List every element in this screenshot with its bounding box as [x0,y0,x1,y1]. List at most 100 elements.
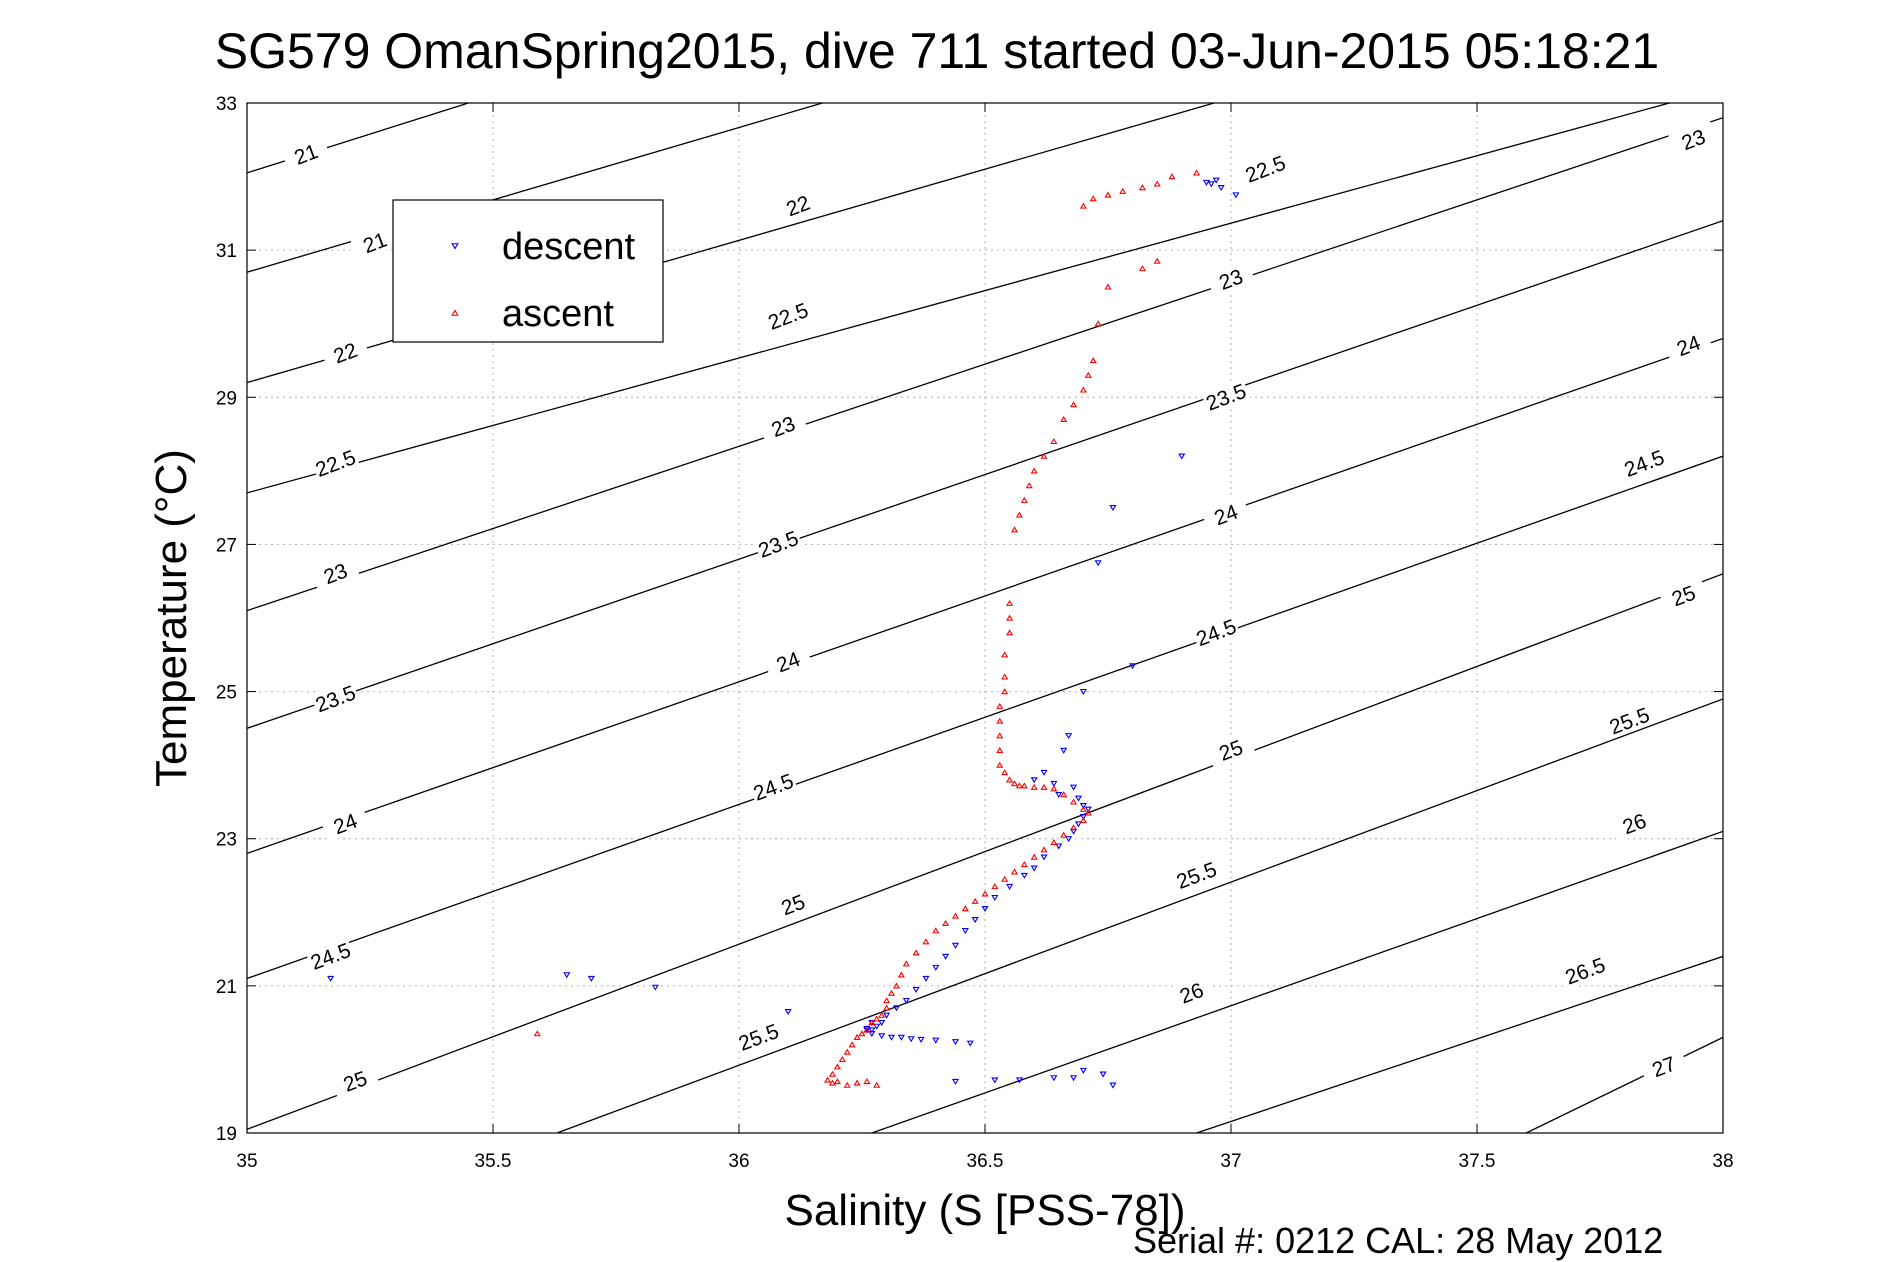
ascent-point [1006,776,1014,783]
contour-label-bg [310,443,361,482]
descent-point [991,894,999,901]
descent-point [1094,560,1102,567]
ascent-point [1006,614,1014,621]
contour-label-bg [763,642,813,681]
descent-point [1065,836,1073,843]
ascent-point [996,717,1004,724]
descent-point [1232,192,1240,199]
descent-point [951,1078,960,1085]
ascent-point [922,938,930,945]
ascent-point [868,1019,876,1026]
descent-point [1217,184,1225,192]
contour-label-bg [320,804,370,843]
ascent-point [883,1004,891,1011]
descent-point [1015,1077,1024,1084]
ascent-point [892,982,901,989]
contour-label-bg [1166,973,1217,1012]
descent-point [1074,821,1083,828]
ascent-point [887,989,896,996]
ascent-point [1015,782,1024,789]
ascent-point [1060,831,1068,838]
descent-point [1084,806,1092,813]
descent-point [917,1036,925,1043]
ascent-point [1089,195,1097,202]
ascent-point [1104,283,1112,290]
descent-point [1060,747,1068,754]
descent-point [1129,663,1137,670]
legend-label-descent: descent [502,226,636,268]
descent-point [1074,795,1083,802]
ascent-point [1001,875,1009,882]
legend-label-ascent: ascent [502,293,614,335]
descent-point [991,1077,999,1084]
contour-label-bg [320,333,370,372]
descent-point [1069,1075,1078,1082]
ascent-point [1010,780,1019,787]
x-axis-title: Salinity (S [PSS-78]) [784,1186,1185,1235]
legend-box [392,199,664,343]
ascent-point [996,732,1004,739]
contour-label-bg [1560,951,1610,990]
descent-point [868,1031,876,1038]
ascent-point [1192,169,1201,176]
ascent-point [1168,173,1176,180]
ascent-point [1010,868,1019,875]
descent-point [1040,854,1048,861]
ascent-point [932,927,940,934]
descent-point [1050,1075,1058,1082]
ascent-point [1138,184,1147,191]
y-tick-label: 33 [216,94,237,115]
contour-label-bg [310,553,361,592]
descent-point [1069,784,1078,791]
descent-point [1006,883,1014,890]
ascent-point [1069,798,1078,805]
ascent-point [942,919,950,926]
y-tick-label: 23 [216,830,237,851]
isopycnal-line-25 [247,573,1723,1130]
descent-point [1207,181,1215,188]
descent-point [951,1039,960,1046]
ascent-point [1153,257,1161,264]
contour-label-bg [305,936,356,975]
x-tick-label: 36 [728,1151,749,1172]
contour-label-bg [1609,804,1659,843]
contour-label-bg [758,406,808,445]
descent-point [883,1012,891,1019]
descent-point [1202,179,1210,186]
legend-marker-descent [451,243,459,250]
descent-point [912,986,920,993]
chart-title: SG579 OmanSpring2015, dive 711 started 0… [215,23,1660,79]
ascent-point [1079,816,1087,823]
contour-label-bg [1604,701,1654,740]
y-tick-label: 31 [216,241,237,262]
y-tick-label: 29 [216,388,237,409]
legend-marker-ascent [451,309,459,316]
ascent-point [833,1078,841,1085]
descent-point [1178,453,1186,460]
descent-point [942,953,950,960]
y-tick-label: 25 [216,683,237,704]
ascent-point [1084,809,1092,816]
axis-ticks: 35 35.5 36 36.5 37 37.5 38 19 21 23 25 27 29 31 33 [216,94,1734,1172]
descent-point [1079,814,1087,821]
contour-label-bg [1191,612,1241,651]
x-tick-label: 37.5 [1459,1151,1496,1172]
ascent-point [1094,320,1102,327]
y-tick-label: 21 [216,977,237,998]
contour-label-bg [1658,576,1709,614]
ascent-point [858,1030,866,1037]
data-series [327,169,1240,1089]
ascent-point [1119,187,1127,194]
contour-label-bg [748,767,798,806]
ascent-point [1030,783,1038,790]
ascent-point [828,1070,837,1077]
ascent-point [1050,438,1058,445]
ascent-point [853,1079,861,1086]
ascent-point [833,1063,841,1070]
ascent-point [996,747,1004,754]
ascent-point [533,1030,541,1037]
ascent-point [1060,415,1068,422]
isopycnal-line-22-5 [247,103,1672,494]
y-tick-label: 27 [216,535,237,556]
